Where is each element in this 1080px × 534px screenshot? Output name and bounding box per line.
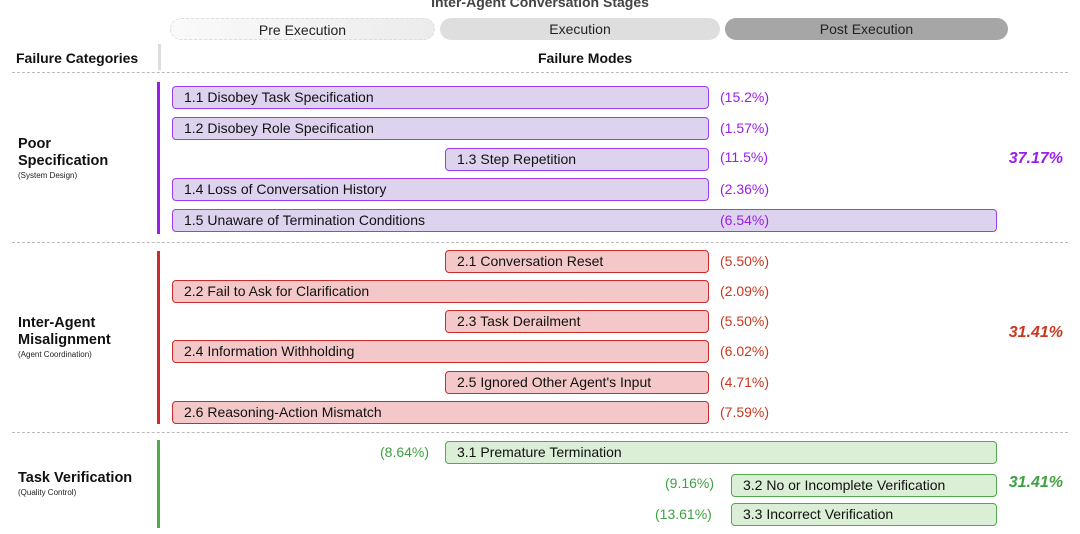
failure-mode-3-1: 3.1 Premature Termination [445,441,997,464]
category-subtitle: (Agent Coordination) [18,350,92,359]
category-poor-specification: Poor Specification (System Design) [18,136,108,180]
category-subtitle: (System Design) [18,171,78,180]
category-subtitle: (Quality Control) [18,488,77,497]
failure-mode-percent: (11.5%) [720,149,768,165]
stage-execution: Execution [440,18,720,40]
failure-mode-2-3: 2.3 Task Derailment [445,310,709,333]
failure-mode-2-5: 2.5 Ignored Other Agent's Input [445,371,709,394]
failure-mode-3-2: 3.2 No or Incomplete Verification [731,474,997,497]
failure-mode-3-3: 3.3 Incorrect Verification [731,503,997,526]
failure-mode-percent: (8.64%) [380,444,430,460]
failure-mode-percent: (7.59%) [720,404,770,420]
failure-mode-2-6: 2.6 Reasoning-Action Mismatch [172,401,709,424]
failure-mode-1-5: 1.5 Unaware of Termination Conditions [172,209,997,232]
category-bar-inter-agent-misalignment [157,251,160,424]
failure-mode-percent: (15.2%) [720,89,770,105]
failure-mode-1-4: 1.4 Loss of Conversation History [172,178,709,201]
failure-modes-header: Failure Modes [538,50,633,66]
failure-mode-percent: (6.02%) [720,343,770,359]
category-title: Specification [18,153,109,169]
category-total-inter-agent-misalignment: 31.41% [1008,324,1063,341]
stage-post-execution: Post Execution [725,18,1008,40]
category-title: Task Verification [18,470,133,486]
category-title: Inter-Agent [18,315,96,331]
failure-mode-percent: (5.50%) [720,313,770,329]
failure-mode-1-2: 1.2 Disobey Role Specification [172,117,709,140]
failure-mode-percent: (9.16%) [665,475,715,491]
failure-mode-percent: (1.57%) [720,120,770,136]
failure-mode-2-4: 2.4 Information Withholding [172,340,709,363]
failure-mode-percent: (6.54%) [720,212,770,228]
failure-mode-percent: (2.36%) [720,181,770,197]
category-title: Poor [18,136,52,152]
failure-mode-2-2: 2.2 Fail to Ask for Clarification [172,280,709,303]
category-total-poor-specification: 37.17% [1008,150,1063,167]
failure-categories-header: Failure Categories [16,50,139,66]
failure-mode-1-1: 1.1 Disobey Task Specification [172,86,709,109]
failure-mode-percent: (4.71%) [720,374,770,390]
section-separator [12,72,1068,73]
failure-mode-percent: (13.61%) [655,506,712,522]
category-title: Misalignment [18,332,111,348]
category-bar-poor-specification [157,82,160,234]
failure-mode-1-3: 1.3 Step Repetition [445,148,709,171]
category-task-verification: Task Verification (Quality Control) [18,470,132,497]
stage-pre-execution: Pre Execution [170,18,435,40]
category-inter-agent-misalignment: Inter-Agent Misalignment (Agent Coordina… [18,315,111,359]
failure-mode-percent: (5.50%) [720,253,770,269]
failure-mode-percent: (2.09%) [720,283,770,299]
failure-mode-2-1: 2.1 Conversation Reset [445,250,709,273]
section-separator [12,432,1068,433]
category-bar-task-verification [157,440,160,528]
section-separator [12,242,1068,243]
header-divider [158,44,161,70]
category-total-task-verification: 31.41% [1008,474,1063,491]
diagram-title: Inter-Agent Conversation Stages [431,0,649,10]
